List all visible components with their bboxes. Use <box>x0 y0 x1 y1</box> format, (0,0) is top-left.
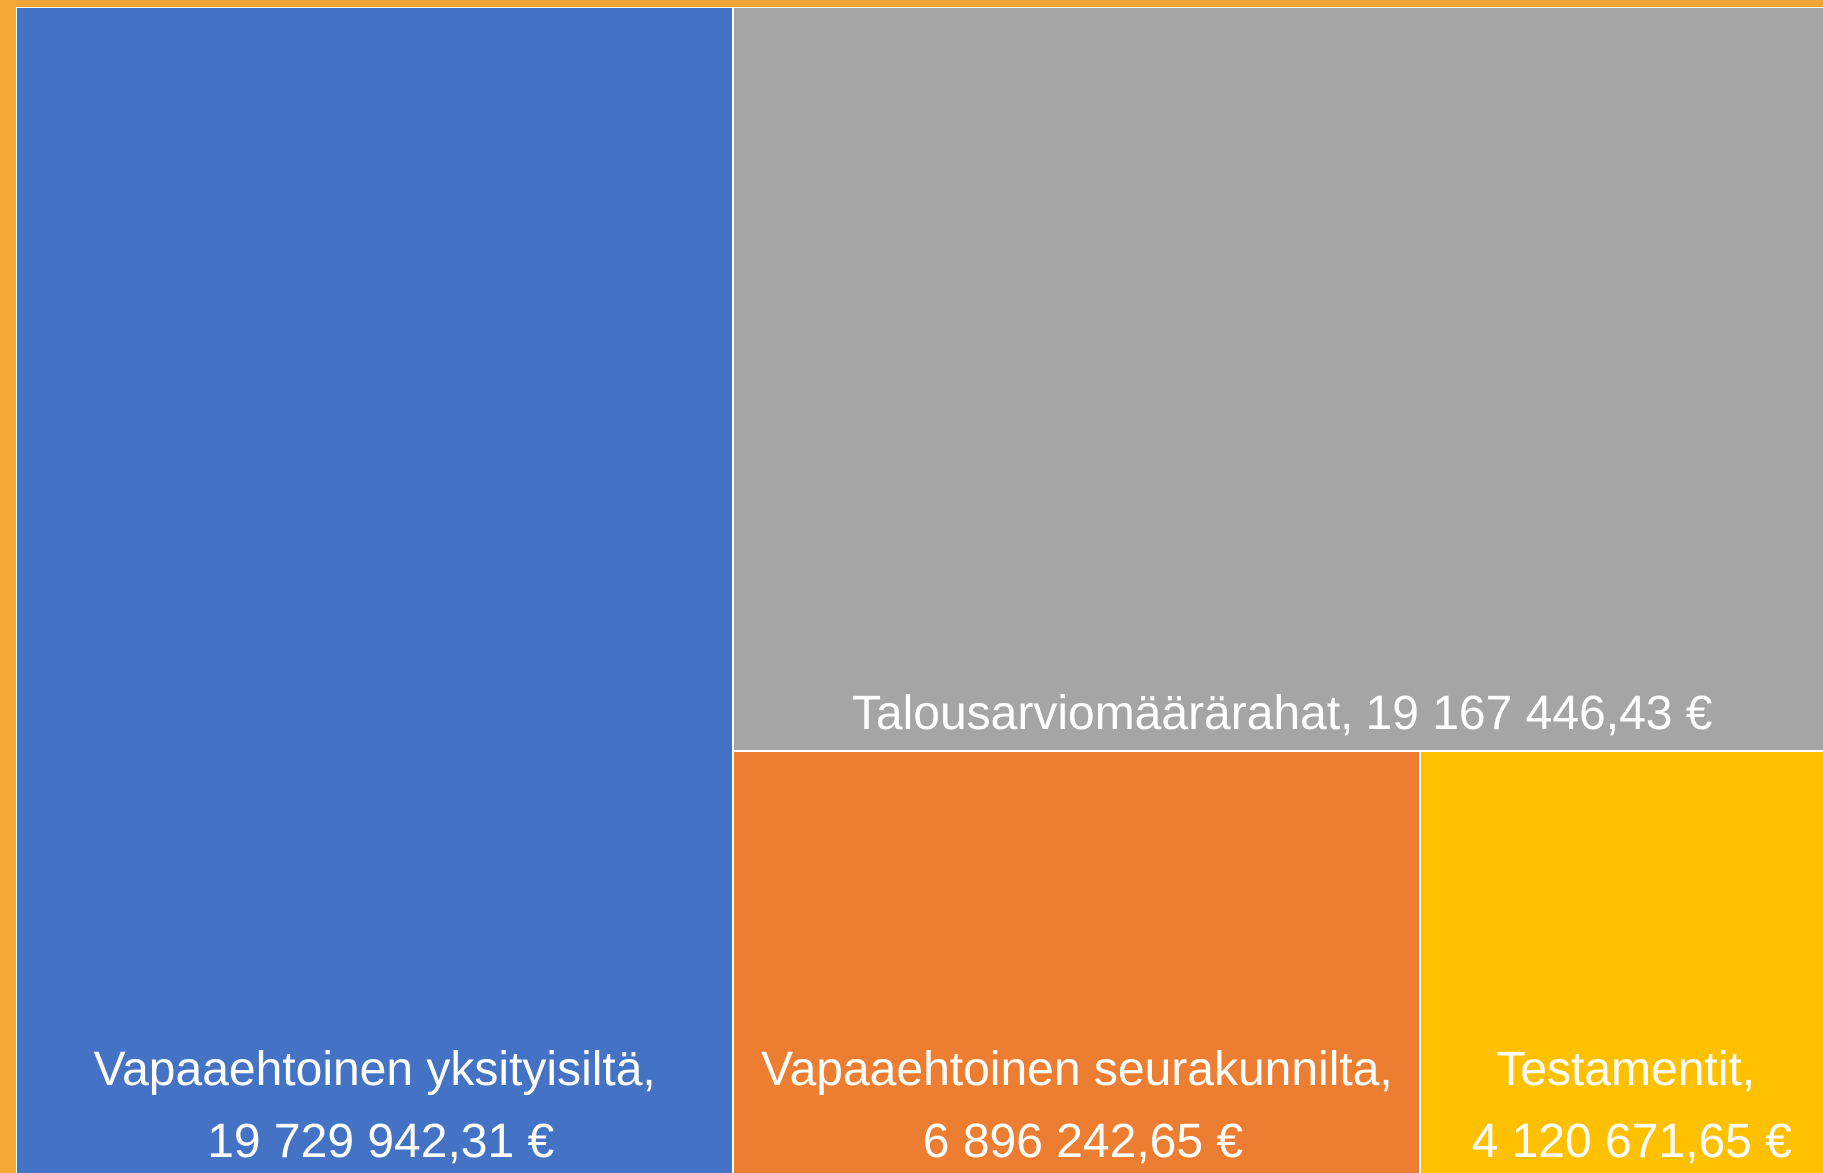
value-label: 19 729 942,31 € <box>207 1115 555 1168</box>
category-label: Testamentit, <box>1496 1042 1756 1096</box>
tile: Testamentit, 4 120 671,65 € <box>1420 751 1823 1173</box>
tile-label: Talousarviomäärärahat, 19 167 446,43 € <box>846 678 1719 750</box>
value-label: 19 167 446,43 € <box>1365 687 1713 741</box>
category-label: Vapaaehtoinen yksityisiltä, <box>93 1043 656 1096</box>
value-label: 4 120 671,65 € <box>1471 1114 1792 1168</box>
tile: Vapaaehtoinen seurakunnilta, 6 896 242,65… <box>733 751 1421 1173</box>
tile: Vapaaehtoinen yksityisiltä, 19 729 942,31… <box>16 7 734 1173</box>
tile-label: Vapaaehtoinen seurakunnilta, 6 896 242,65… <box>734 1034 1419 1173</box>
tile-label: Testamentit, 4 120 671,65 € <box>1421 1034 1823 1173</box>
category-label: Talousarviomäärärahat, <box>851 687 1354 741</box>
category-label: Vapaaehtoinen seurakunnilta, <box>761 1042 1393 1096</box>
tile-label: Vapaaehtoinen yksityisiltä, 19 729 942,31… <box>17 1034 732 1173</box>
tile: Talousarviomäärärahat, 19 167 446,43 € <box>733 7 1823 752</box>
value-label: 6 896 242,65 € <box>922 1114 1244 1168</box>
